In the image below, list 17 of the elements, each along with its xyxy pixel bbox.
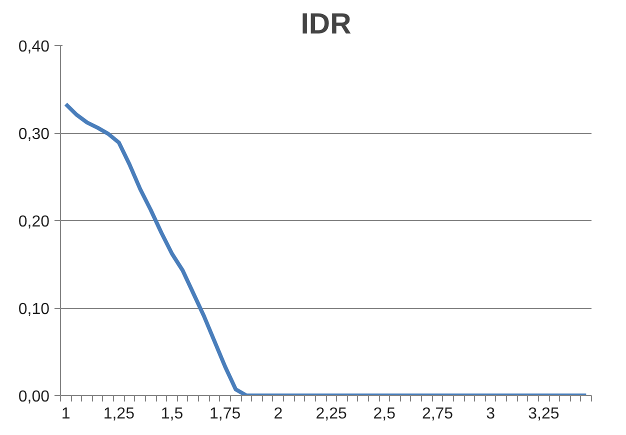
- x-tick-label: 3,25: [528, 406, 560, 422]
- x-tick-label: 2,75: [422, 406, 454, 422]
- y-tick-label: 0,20: [18, 214, 50, 230]
- x-tick-label: 2: [274, 406, 283, 422]
- x-tick-label: 1,25: [103, 406, 135, 422]
- x-tick-label: 3: [486, 406, 496, 422]
- chart-title: IDR: [300, 8, 352, 40]
- x-tick-label: 2,5: [373, 406, 396, 422]
- x-tick-label: 1: [61, 406, 70, 422]
- y-tick-label: 0,40: [18, 38, 50, 56]
- y-tick-label: 0,00: [18, 388, 50, 406]
- line-series: [64, 102, 588, 396]
- x-tick-label: 1,5: [160, 406, 184, 422]
- y-tick-label: 0,30: [18, 126, 50, 143]
- x-tick-label: 1,75: [210, 406, 241, 422]
- y-tick-label: 0,10: [18, 301, 50, 318]
- x-tick-label: 2,25: [316, 406, 347, 422]
